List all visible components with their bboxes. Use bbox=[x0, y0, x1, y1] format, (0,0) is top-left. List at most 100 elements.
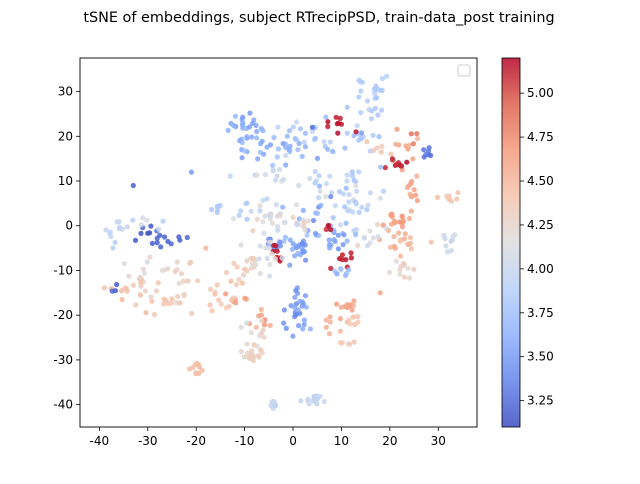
data-point bbox=[266, 245, 272, 251]
data-point bbox=[340, 242, 346, 248]
data-point bbox=[143, 310, 149, 316]
data-point bbox=[351, 339, 357, 345]
data-point bbox=[337, 222, 343, 228]
data-point bbox=[345, 341, 351, 347]
data-point bbox=[295, 147, 301, 153]
data-point bbox=[354, 123, 360, 129]
data-point bbox=[408, 131, 414, 137]
data-point bbox=[160, 218, 166, 224]
data-point bbox=[318, 202, 324, 208]
data-point bbox=[241, 354, 248, 360]
data-point bbox=[302, 144, 308, 150]
x-tick-label: -10 bbox=[235, 434, 255, 448]
data-point bbox=[251, 358, 257, 364]
data-point bbox=[388, 151, 394, 157]
data-point bbox=[249, 134, 255, 140]
data-point bbox=[244, 200, 250, 206]
data-point bbox=[353, 129, 359, 135]
data-point bbox=[343, 257, 349, 263]
data-point bbox=[261, 322, 268, 328]
data-point bbox=[353, 179, 359, 185]
data-point bbox=[302, 227, 308, 233]
data-point bbox=[257, 271, 263, 277]
data-point bbox=[236, 212, 242, 218]
data-point bbox=[399, 224, 405, 230]
data-point bbox=[295, 307, 301, 313]
data-point bbox=[401, 236, 408, 242]
data-point bbox=[283, 325, 289, 331]
data-point bbox=[304, 232, 310, 238]
colorbar-tick-label: 4.25 bbox=[527, 218, 554, 232]
data-point bbox=[242, 295, 248, 301]
data-point bbox=[314, 401, 320, 407]
data-point bbox=[313, 210, 319, 216]
data-point bbox=[254, 128, 260, 135]
data-point bbox=[177, 300, 183, 306]
colorbar-tick-label: 4.50 bbox=[527, 174, 554, 188]
data-point bbox=[334, 301, 340, 307]
data-point bbox=[264, 255, 270, 262]
data-point bbox=[239, 122, 246, 128]
data-point bbox=[455, 190, 461, 196]
data-point bbox=[282, 234, 289, 240]
data-point bbox=[247, 110, 253, 116]
data-point bbox=[116, 226, 122, 232]
data-point bbox=[203, 245, 209, 251]
data-point bbox=[340, 191, 346, 197]
data-point bbox=[151, 311, 158, 318]
data-point bbox=[110, 245, 116, 251]
data-point bbox=[274, 154, 280, 160]
data-point bbox=[374, 95, 380, 101]
data-point bbox=[393, 162, 399, 168]
data-point bbox=[257, 203, 263, 209]
data-point bbox=[165, 266, 171, 272]
data-point bbox=[414, 131, 420, 137]
data-point bbox=[271, 134, 277, 141]
data-point bbox=[323, 324, 329, 330]
data-point bbox=[337, 316, 343, 322]
data-point bbox=[344, 178, 350, 184]
colorbar-tick-label: 4.75 bbox=[527, 130, 554, 144]
data-point bbox=[299, 240, 305, 246]
data-point bbox=[332, 203, 338, 209]
data-point bbox=[309, 124, 315, 130]
data-point bbox=[335, 120, 341, 126]
data-point bbox=[330, 148, 336, 155]
y-axis: -40 -30 -20 -10 0 10 20 30 bbox=[53, 85, 80, 412]
data-point bbox=[386, 269, 393, 275]
x-tick-label: 10 bbox=[334, 434, 349, 448]
data-point bbox=[359, 79, 365, 85]
data-point bbox=[255, 156, 261, 162]
data-point bbox=[338, 266, 344, 272]
data-point bbox=[250, 255, 256, 261]
data-point bbox=[290, 333, 296, 339]
data-point bbox=[327, 139, 333, 145]
data-point bbox=[275, 124, 281, 130]
data-point bbox=[254, 216, 260, 222]
data-point bbox=[379, 87, 385, 93]
data-point bbox=[326, 242, 332, 248]
data-point bbox=[446, 196, 452, 202]
data-point bbox=[450, 234, 456, 240]
data-point bbox=[355, 319, 361, 325]
colorbar-tick-label: 5.00 bbox=[527, 86, 554, 100]
data-point bbox=[326, 237, 332, 243]
data-point bbox=[275, 227, 281, 233]
data-point bbox=[344, 130, 350, 136]
x-tick-label: 20 bbox=[382, 434, 397, 448]
data-point bbox=[383, 225, 389, 231]
data-point bbox=[298, 398, 304, 404]
data-point bbox=[272, 256, 278, 262]
data-point bbox=[423, 151, 429, 158]
data-point bbox=[326, 331, 333, 337]
data-point bbox=[293, 202, 299, 208]
data-point bbox=[239, 280, 245, 286]
data-point bbox=[232, 113, 238, 119]
data-point bbox=[287, 143, 293, 149]
data-point bbox=[365, 202, 371, 208]
data-point bbox=[257, 208, 263, 214]
data-point bbox=[364, 98, 371, 104]
data-point bbox=[231, 260, 237, 266]
data-point bbox=[228, 278, 234, 284]
data-point bbox=[238, 324, 244, 330]
